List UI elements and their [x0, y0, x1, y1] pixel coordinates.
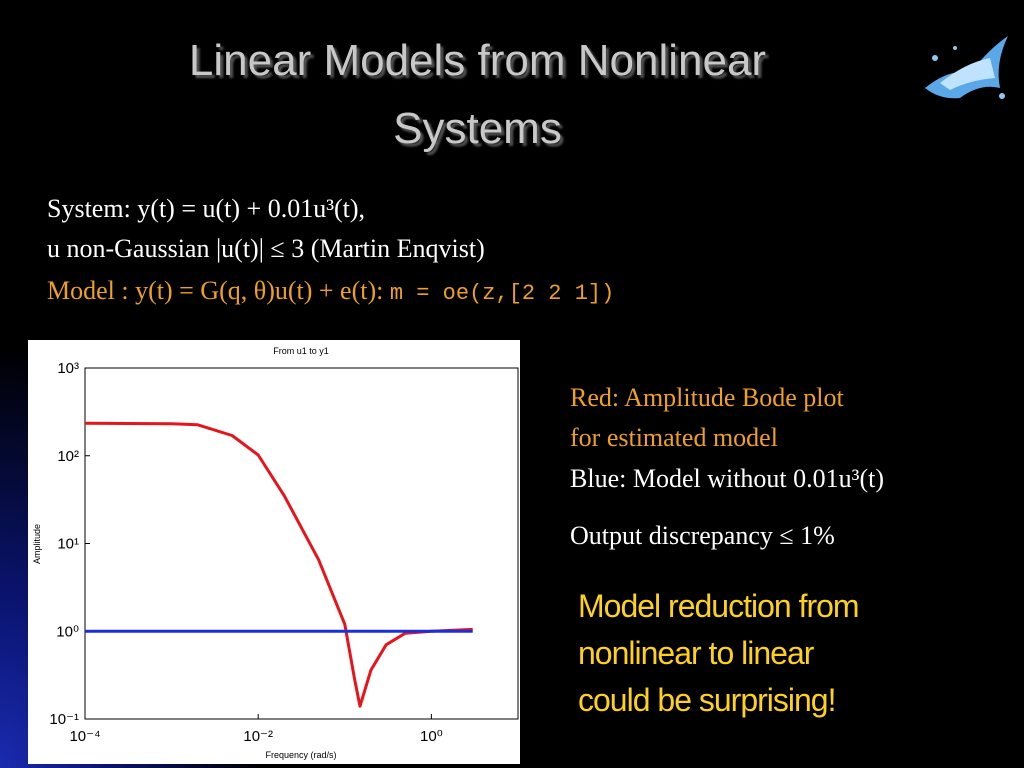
note: Blue: Model without 0.01u³(t): [570, 464, 884, 493]
x-tick-label: 10⁰: [420, 728, 443, 745]
input-line: u non-Gaussian |u(t)| ≤ 3 (Martin Enqvis…: [47, 234, 485, 263]
slide-title: Systems: [393, 104, 562, 153]
y-tick-label: 10²: [57, 448, 79, 465]
chart-title: From u1 to y1: [273, 346, 329, 356]
y-axis-label: Amplitude: [32, 524, 42, 564]
logo: [925, 36, 1008, 99]
x-tick-label: 10⁻⁴: [69, 728, 100, 745]
x-axis-label: Frequency (rad/s): [265, 750, 336, 760]
conclusion: could be surprising!: [578, 682, 836, 718]
note: Red: Amplitude Bode plot: [570, 383, 844, 412]
note: for estimated model: [570, 423, 778, 452]
series-line: [84, 421, 473, 708]
note: Output discrepancy ≤ 1%: [570, 521, 835, 550]
y-tick-label: 10⁻¹: [49, 711, 79, 728]
chart-background: [28, 340, 520, 764]
model-line: Model : y(t) = G(q, θ)u(t) + e(t): m = o…: [47, 276, 614, 306]
model-eq: Model : y(t) = G(q, θ)u(t) + e(t):: [47, 276, 384, 305]
conclusion: nonlinear to linear: [578, 635, 814, 671]
y-tick-label: 10¹: [57, 536, 79, 553]
y-tick-label: 10⁰: [56, 623, 79, 640]
y-tick-label: 10³: [57, 360, 79, 377]
system-line: System: y(t) = u(t) + 0.01u³(t),: [47, 194, 366, 223]
conclusion: Model reduction from: [578, 588, 860, 624]
model-code: m = oe(z,[2 2 1]): [389, 281, 615, 306]
x-tick-label: 10⁻²: [243, 728, 273, 745]
slide-title: Linear Models from Nonlinear: [188, 36, 767, 85]
chart: From u1 to y1 Frequency (rad/s) Amplitud…: [28, 340, 520, 764]
